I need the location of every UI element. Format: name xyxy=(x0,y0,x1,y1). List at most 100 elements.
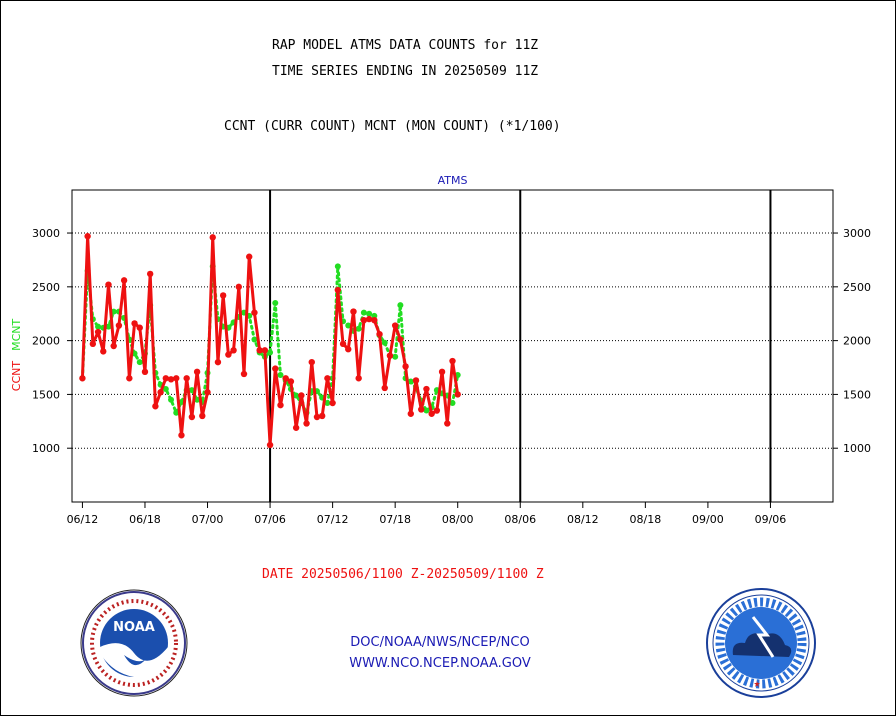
point-mcnt xyxy=(162,386,169,393)
point-mcnt xyxy=(345,322,352,329)
y-axis-label-text: CCNT MCNT xyxy=(10,319,23,392)
grid xyxy=(72,232,833,449)
point-ccnt xyxy=(334,286,342,294)
point-ccnt xyxy=(287,378,295,385)
point-ccnt xyxy=(360,316,368,324)
point-ccnt xyxy=(89,340,97,348)
point-ccnt xyxy=(126,375,133,382)
point-ccnt xyxy=(428,410,435,417)
point-mcnt xyxy=(173,409,180,416)
series-layer xyxy=(79,233,461,449)
point-ccnt xyxy=(146,270,154,278)
x-tick-label: 07/18 xyxy=(379,513,411,526)
point-ccnt xyxy=(219,292,227,299)
point-mcnt xyxy=(397,302,404,309)
point-ccnt xyxy=(79,375,86,382)
point-mcnt xyxy=(449,400,456,407)
x-tick-label: 08/06 xyxy=(504,513,536,526)
point-ccnt xyxy=(94,328,102,336)
point-ccnt xyxy=(423,385,430,393)
point-ccnt xyxy=(199,412,206,420)
x-tick-label: 08/12 xyxy=(567,513,599,526)
point-ccnt xyxy=(433,407,441,414)
chart-title-line2: TIME SERIES ENDING IN 20250509 11Z xyxy=(272,64,539,79)
point-ccnt xyxy=(115,322,123,329)
svg-text:NOAA: NOAA xyxy=(113,620,155,635)
point-mcnt xyxy=(194,396,201,403)
point-ccnt xyxy=(345,346,352,353)
chart-subtitle: CCNT (CURR COUNT) MCNT (MON COUNT) (*1/1… xyxy=(224,119,561,134)
point-mcnt xyxy=(277,372,284,379)
point-mcnt xyxy=(95,323,102,330)
point-ccnt xyxy=(188,413,196,421)
y-tick-label-right: 1000 xyxy=(843,442,871,455)
point-ccnt xyxy=(251,309,258,316)
point-mcnt xyxy=(267,349,274,356)
point-ccnt xyxy=(105,281,112,288)
point-ccnt xyxy=(381,384,388,392)
x-tick-label: 09/00 xyxy=(692,513,724,526)
point-ccnt xyxy=(167,376,175,383)
point-ccnt xyxy=(152,403,159,410)
point-ccnt xyxy=(131,320,138,327)
y-axis-label-mcnt: MCNT xyxy=(10,319,23,351)
plot-title: ATMS xyxy=(438,174,468,187)
point-mcnt xyxy=(407,378,414,385)
point-ccnt xyxy=(449,357,456,365)
point-ccnt xyxy=(397,336,404,343)
point-mcnt xyxy=(381,339,388,346)
point-mcnt xyxy=(272,299,279,306)
point-ccnt xyxy=(204,389,211,396)
point-ccnt xyxy=(141,368,149,376)
point-ccnt xyxy=(350,308,357,315)
point-ccnt xyxy=(454,391,461,398)
point-mcnt xyxy=(251,336,258,343)
y-tick-label-right: 3000 xyxy=(843,227,871,240)
x-tick-label: 07/12 xyxy=(317,513,349,526)
point-ccnt xyxy=(100,348,107,355)
chart-title-line1: RAP MODEL ATMS DATA COUNTS for 11Z xyxy=(272,38,539,53)
point-mcnt xyxy=(168,396,175,403)
point-ccnt xyxy=(313,413,321,421)
point-ccnt xyxy=(339,340,347,348)
point-mcnt xyxy=(360,309,367,316)
x-tick-label: 07/00 xyxy=(192,513,224,526)
footer-link-org[interactable]: DOC/NOAA/NWS/NCEP/NCO xyxy=(350,635,530,650)
footer-links: DOC/NOAA/NWS/NCEP/NCO WWW.NCO.NCEP.NOAA.… xyxy=(320,632,560,674)
point-ccnt xyxy=(386,352,394,359)
point-mcnt xyxy=(366,310,373,317)
point-ccnt xyxy=(303,420,310,427)
x-tick-label: 06/18 xyxy=(129,513,161,526)
nws-logo xyxy=(706,588,816,698)
y-axis-label-ccnt: CCNT xyxy=(10,361,23,392)
point-mcnt xyxy=(324,400,331,407)
y-tick-label-left: 1500 xyxy=(32,388,60,401)
point-ccnt xyxy=(438,368,446,376)
point-ccnt xyxy=(371,316,378,324)
point-ccnt xyxy=(272,365,279,372)
y-tick-label-left: 3000 xyxy=(32,227,60,240)
point-ccnt xyxy=(162,375,170,382)
point-ccnt xyxy=(230,347,237,354)
point-ccnt xyxy=(178,432,185,439)
point-ccnt xyxy=(193,368,201,376)
footer-link-website[interactable]: WWW.NCO.NCEP.NOAA.GOV xyxy=(349,656,531,671)
x-tick-label: 07/06 xyxy=(254,513,286,526)
point-ccnt xyxy=(282,375,289,382)
point-ccnt xyxy=(365,315,373,323)
noaa-logo: NOAA xyxy=(80,589,188,697)
y-axis-left: 1000 1500 2000 2500 3000 xyxy=(32,227,72,455)
y-tick-label-right: 1500 xyxy=(843,388,871,401)
point-ccnt xyxy=(308,358,315,366)
point-ccnt xyxy=(235,283,242,291)
point-ccnt xyxy=(225,351,232,358)
point-ccnt xyxy=(136,324,143,331)
point-mcnt xyxy=(136,359,143,366)
x-tick-label: 09/06 xyxy=(755,513,787,526)
point-ccnt xyxy=(407,410,415,417)
y-tick-label-left: 2000 xyxy=(32,335,60,348)
point-ccnt xyxy=(240,370,248,378)
point-ccnt xyxy=(261,347,269,354)
y-tick-label-left: 2500 xyxy=(32,281,60,294)
